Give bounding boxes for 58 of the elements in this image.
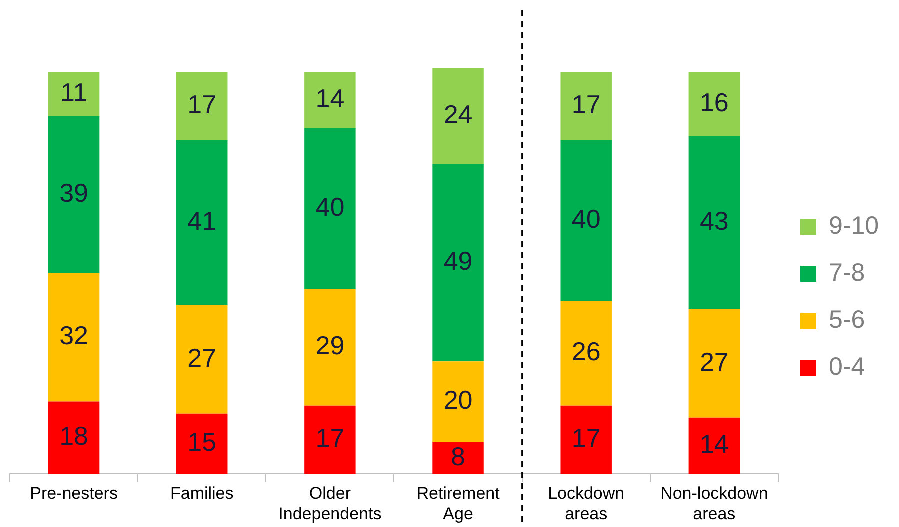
x-tick-label: Older Independents (278, 484, 382, 524)
data-label: 32 (60, 320, 88, 351)
data-label: 39 (60, 178, 88, 208)
data-label: 17 (316, 423, 345, 454)
bar (48, 72, 100, 116)
bar (48, 116, 100, 274)
bar (304, 406, 356, 474)
bar (304, 72, 356, 128)
data-label: 18 (60, 421, 88, 452)
bar (688, 136, 740, 310)
data-label: 17 (572, 423, 601, 454)
bar (48, 273, 100, 402)
data-label: 8 (451, 441, 466, 472)
data-label: 17 (188, 89, 217, 120)
bar (560, 140, 612, 302)
data-label: 40 (572, 204, 601, 234)
legend-label: 7-8 (828, 258, 866, 287)
data-label: 41 (188, 206, 217, 236)
data-label: 27 (700, 346, 729, 377)
bar (560, 301, 612, 406)
x-tick-label: Families (170, 484, 234, 504)
x-tick-label: Lockdown areas (548, 484, 625, 524)
data-label: 20 (444, 384, 473, 415)
bar (432, 68, 484, 165)
data-label: 40 (316, 192, 345, 222)
legend-label: 9-10 (828, 212, 880, 240)
bar (560, 406, 612, 474)
bar (688, 309, 740, 418)
data-label: 29 (316, 330, 345, 361)
bar (176, 414, 228, 474)
bar (432, 362, 484, 442)
bar (688, 72, 740, 136)
x-tick-label: Non-lockdown areas (660, 484, 768, 524)
bar (176, 305, 228, 414)
bar (688, 418, 740, 474)
data-label: 43 (700, 206, 729, 236)
legend-label: 5-6 (828, 306, 866, 334)
bar (48, 402, 100, 474)
data-label: 14 (700, 429, 729, 460)
x-tick-label: Pre-nesters (30, 484, 118, 504)
bar (176, 72, 228, 140)
bar (304, 128, 356, 290)
data-label: 15 (188, 427, 217, 458)
bar (432, 164, 484, 362)
data-label: 16 (700, 87, 729, 118)
data-label: 24 (444, 99, 473, 130)
x-tick-label: Retirement Age (416, 484, 500, 524)
bar (176, 140, 228, 306)
bar (560, 72, 612, 140)
data-label: 26 (572, 336, 601, 367)
data-label: 14 (316, 83, 345, 114)
bar (432, 442, 484, 474)
data-label: 27 (188, 342, 217, 373)
legend-label: 0-4 (828, 352, 866, 381)
data-label: 49 (444, 246, 473, 276)
bar (304, 289, 356, 406)
data-label: 17 (572, 89, 601, 120)
data-label: 11 (60, 77, 88, 108)
